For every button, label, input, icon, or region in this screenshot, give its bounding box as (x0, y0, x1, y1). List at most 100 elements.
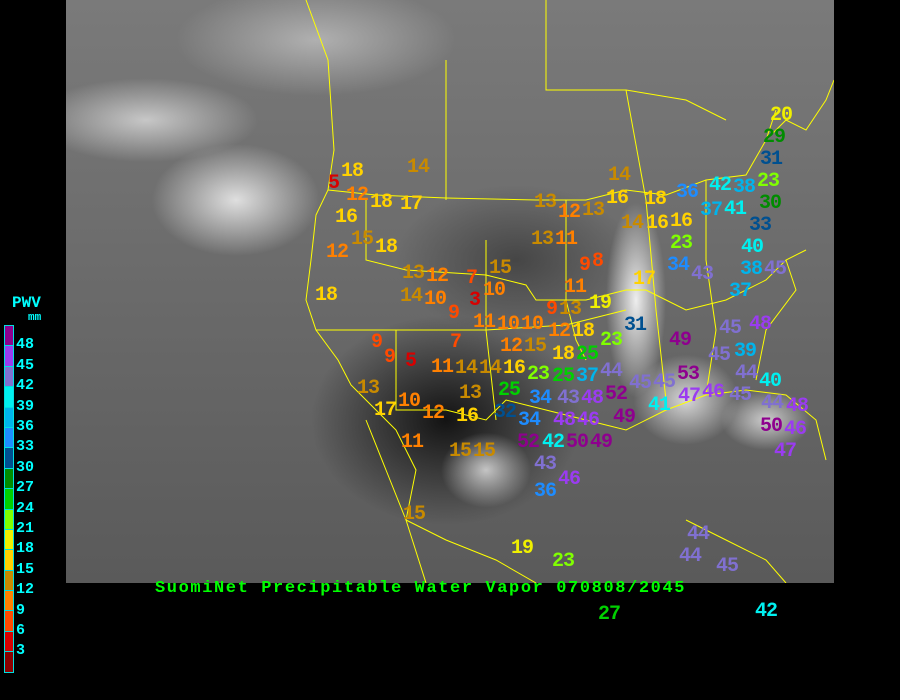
station-pwv-value: 5 (405, 350, 417, 373)
legend-swatch (4, 407, 14, 428)
station-pwv-value: 44 (679, 545, 702, 568)
legend-tick: 12 (16, 581, 35, 599)
legend-tick: 45 (16, 356, 35, 374)
station-pwv-value: 10 (398, 390, 421, 413)
station-pwv-value: 45 (629, 372, 652, 395)
station-pwv-value: 23 (757, 170, 780, 193)
station-pwv-value: 48 (553, 409, 576, 432)
station-pwv-value: 16 (670, 210, 693, 233)
station-pwv-value: 46 (558, 468, 581, 491)
station-pwv-value: 15 (489, 257, 512, 280)
station-pwv-value: 10 (483, 279, 506, 302)
legend-swatch (4, 427, 14, 449)
station-pwv-value: 17 (400, 193, 423, 216)
station-pwv-value: 38 (733, 176, 756, 199)
station-pwv-value: 27 (598, 603, 621, 626)
legend-tick: 27 (16, 479, 35, 497)
station-pwv-value: 39 (734, 340, 757, 363)
station-pwv-value: 19 (589, 292, 612, 315)
station-pwv-value: 42 (542, 431, 565, 454)
legend-swatch (4, 387, 14, 408)
legend-swatch (4, 509, 14, 530)
station-pwv-value: 9 (371, 331, 383, 354)
legend-tick: 15 (16, 560, 35, 578)
station-pwv-value: 23 (670, 232, 693, 255)
station-pwv-value: 11 (564, 276, 587, 299)
legend-tick: 6 (16, 622, 26, 639)
station-pwv-value: 45 (729, 384, 752, 407)
station-pwv-value: 5 (328, 172, 340, 195)
legend-swatch (4, 591, 14, 612)
station-pwv-value: 23 (527, 363, 550, 386)
station-pwv-value: 41 (648, 394, 671, 417)
station-pwv-value: 33 (749, 214, 772, 237)
station-pwv-value: 12 (558, 201, 581, 224)
station-pwv-value: 44 (735, 362, 758, 385)
legend-swatch (4, 366, 14, 388)
station-pwv-value: 12 (426, 265, 449, 288)
station-pwv-value: 13 (559, 298, 582, 321)
station-pwv-value: 45 (719, 317, 742, 340)
station-pwv-value: 40 (741, 236, 764, 259)
legend-tick: 39 (16, 397, 35, 415)
legend-swatch (4, 550, 14, 571)
station-pwv-value: 44 (761, 392, 784, 415)
station-pwv-value: 13 (459, 382, 482, 405)
legend-tick: 36 (16, 418, 35, 435)
station-pwv-value: 45 (716, 555, 739, 578)
station-pwv-value: 14 (608, 164, 631, 187)
station-pwv-value: 7 (466, 267, 478, 290)
station-pwv-value: 41 (724, 198, 747, 221)
legend-swatch (4, 346, 14, 367)
station-pwv-value: 15 (449, 440, 472, 463)
station-pwv-value: 38 (740, 258, 763, 281)
legend-tick: 33 (16, 438, 35, 456)
station-pwv-value: 16 (503, 357, 526, 380)
station-pwv-value: 44 (600, 360, 623, 383)
station-pwv-value: 36 (534, 480, 557, 503)
station-pwv-value: 34 (518, 409, 541, 432)
station-pwv-value: 31 (760, 148, 783, 171)
station-pwv-value: 15 (403, 503, 426, 526)
station-pwv-value: 17 (374, 399, 397, 422)
station-pwv-value: 12 (326, 241, 349, 264)
station-pwv-value: 37 (576, 365, 599, 388)
station-pwv-value: 9 (448, 302, 460, 325)
station-pwv-value: 16 (335, 206, 358, 229)
legend-swatch (4, 529, 14, 551)
station-pwv-value: 42 (709, 174, 732, 197)
map-title: SuomiNet Precipitable Water Vapor 070808… (155, 579, 687, 598)
legend-swatch (4, 631, 14, 653)
station-pwv-value: 14 (455, 357, 478, 380)
station-pwv-value: 19 (511, 537, 534, 560)
station-pwv-value: 17 (633, 268, 656, 291)
station-pwv-value: 16 (456, 405, 479, 428)
legend-swatch (4, 570, 14, 592)
station-pwv-value: 10 (424, 288, 447, 311)
station-pwv-value: 23 (600, 329, 623, 352)
station-pwv-value: 14 (621, 212, 644, 235)
station-pwv-value: 9 (546, 298, 558, 321)
station-pwv-value: 37 (700, 199, 723, 222)
station-pwv-value: 48 (749, 313, 772, 336)
station-pwv-value: 15 (351, 228, 374, 251)
station-pwv-value: 14 (407, 156, 430, 179)
station-pwv-value: 44 (687, 523, 710, 546)
station-pwv-value: 43 (691, 263, 714, 286)
legend-tick: 21 (16, 520, 35, 537)
station-pwv-value: 18 (341, 160, 364, 183)
station-pwv-value: 11 (401, 431, 424, 454)
station-pwv-value: 11 (555, 228, 578, 251)
station-pwv-value: 43 (534, 453, 557, 476)
legend-swatch (4, 325, 14, 347)
station-pwv-value: 12 (422, 402, 445, 425)
station-pwv-value: 50 (566, 431, 589, 454)
station-pwv-value: 18 (370, 191, 393, 214)
station-pwv-value: 18 (375, 236, 398, 259)
station-pwv-value: 18 (552, 343, 575, 366)
station-pwv-value: 13 (402, 262, 425, 285)
station-pwv-value: 48 (581, 387, 604, 410)
station-pwv-value: 52 (517, 431, 540, 454)
station-pwv-value: 13 (531, 228, 554, 251)
station-pwv-value: 16 (646, 212, 669, 235)
